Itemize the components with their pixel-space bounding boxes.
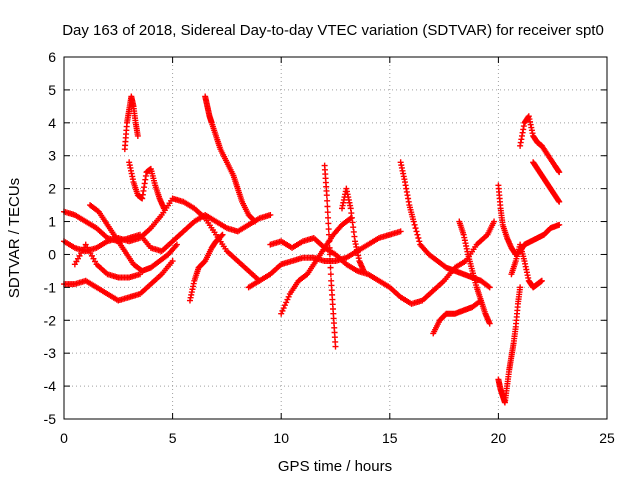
data-point-marker xyxy=(517,284,524,291)
series-track-q xyxy=(456,218,493,327)
data-point-marker xyxy=(325,231,332,238)
data-point-marker xyxy=(397,228,404,235)
plot-frame xyxy=(63,56,608,420)
series-track-u xyxy=(517,113,563,176)
data-point-marker xyxy=(556,198,563,205)
y-tick-label: -1 xyxy=(44,279,57,295)
axis-ticks: 0 5 10 15 20 25 -5 -4 -3 -2 -1 0 1 2 3 4 5 6 xyxy=(44,49,615,446)
data-point-marker xyxy=(137,271,144,278)
y-tick-label: -4 xyxy=(44,378,57,394)
data-point-marker xyxy=(413,228,420,235)
y-tick-label: 2 xyxy=(48,181,56,197)
data-point-marker xyxy=(327,264,334,271)
data-point-marker xyxy=(491,218,498,225)
series-track-g xyxy=(126,159,167,212)
data-point-marker xyxy=(556,221,563,228)
data-point-marker xyxy=(278,310,285,317)
series-track-l xyxy=(278,215,354,317)
data-point-marker xyxy=(160,205,167,212)
series-track-h xyxy=(202,93,259,225)
data-point-marker xyxy=(285,293,292,300)
y-tick-label: 3 xyxy=(48,148,56,164)
y-tick-label: 6 xyxy=(48,49,56,65)
series-track-n xyxy=(339,185,367,274)
data-point-marker xyxy=(281,302,288,309)
data-point-marker xyxy=(251,217,258,224)
y-tick-label: -2 xyxy=(44,312,57,328)
data-point-marker xyxy=(267,211,274,218)
series-track-e xyxy=(87,202,180,274)
x-tick-label: 25 xyxy=(599,430,615,446)
y-tick-label: -5 xyxy=(44,411,57,427)
data-point-marker xyxy=(538,277,545,284)
data-point-marker xyxy=(326,238,333,245)
data-point-marker xyxy=(327,258,334,265)
series-track-f xyxy=(121,93,141,153)
data-point-marker xyxy=(219,231,226,238)
series-track-o xyxy=(397,159,493,291)
data-point-marker xyxy=(324,197,331,204)
data-point-marker xyxy=(279,307,286,314)
data-point-marker xyxy=(280,305,287,312)
y-tick-label: 5 xyxy=(48,82,56,98)
series-track-d xyxy=(71,241,144,281)
y-tick-label: -3 xyxy=(44,345,57,361)
data-point-marker xyxy=(556,169,563,176)
y-tick-label: 1 xyxy=(48,214,56,230)
data-point-marker xyxy=(411,221,418,228)
series-track-v xyxy=(530,159,563,205)
y-tick-label: 4 xyxy=(48,115,56,131)
data-points xyxy=(61,93,563,406)
data-point-marker xyxy=(414,231,421,238)
data-point-marker xyxy=(360,267,367,274)
data-point-marker xyxy=(415,235,422,241)
data-point-marker xyxy=(284,296,291,303)
x-tick-label: 20 xyxy=(491,430,507,446)
data-point-marker xyxy=(412,225,419,232)
data-point-marker xyxy=(326,251,333,258)
data-point-marker xyxy=(218,232,225,239)
chart-title: Day 163 of 2018, Sidereal Day-to-day VTE… xyxy=(62,22,604,39)
series-track-t xyxy=(508,241,545,291)
data-point-marker xyxy=(325,214,332,221)
data-point-marker xyxy=(283,299,290,306)
series-track-i xyxy=(186,231,226,304)
x-tick-label: 15 xyxy=(382,430,398,446)
data-point-marker xyxy=(416,238,423,245)
data-point-marker xyxy=(169,258,176,265)
data-point-marker xyxy=(410,218,417,225)
data-point-marker xyxy=(325,220,332,227)
data-point-marker xyxy=(323,192,330,199)
y-axis-label: SDTVAR / TECUs xyxy=(6,178,23,298)
x-tick-label: 5 xyxy=(169,430,177,446)
x-tick-label: 0 xyxy=(60,430,68,446)
data-point-marker xyxy=(332,343,339,350)
data-point-marker xyxy=(485,283,492,290)
series-track-m xyxy=(321,162,339,350)
series-track-b xyxy=(61,195,263,284)
series-track-r xyxy=(495,284,524,406)
data-point-marker xyxy=(486,284,493,291)
series-track-c xyxy=(61,258,176,304)
series-track-j xyxy=(267,218,498,307)
data-point-marker xyxy=(173,241,180,248)
x-tick-label: 10 xyxy=(273,430,289,446)
data-point-marker xyxy=(326,244,333,251)
x-axis-label: GPS time / hours xyxy=(278,458,392,475)
data-point-marker xyxy=(327,271,334,278)
series-track-p xyxy=(430,297,485,337)
data-point-marker xyxy=(252,218,259,225)
data-point-marker xyxy=(134,132,141,139)
data-point-marker xyxy=(325,226,332,233)
data-point-marker xyxy=(324,203,331,210)
y-tick-label: 0 xyxy=(48,246,56,262)
data-point-marker xyxy=(486,320,493,327)
data-point-marker xyxy=(324,209,331,216)
